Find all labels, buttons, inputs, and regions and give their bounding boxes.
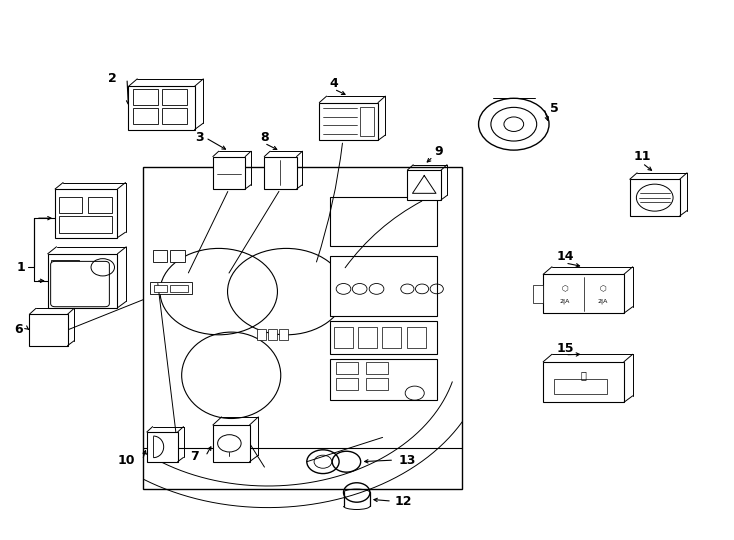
Bar: [170, 250, 185, 262]
Bar: [336, 378, 358, 390]
Bar: [319, 103, 378, 140]
Bar: [330, 256, 437, 316]
Bar: [133, 108, 158, 124]
Bar: [330, 359, 437, 400]
Bar: [88, 197, 112, 213]
Bar: [162, 89, 187, 105]
Bar: [630, 179, 680, 216]
Bar: [153, 250, 167, 262]
Text: ⬡: ⬡: [562, 285, 568, 294]
Bar: [55, 189, 117, 238]
Bar: [48, 254, 117, 308]
Bar: [366, 378, 388, 390]
Bar: [128, 86, 195, 130]
Bar: [407, 327, 426, 348]
Text: 2|A: 2|A: [597, 299, 608, 304]
Text: 10: 10: [117, 454, 135, 467]
Text: 8: 8: [260, 131, 269, 144]
Text: 5: 5: [550, 102, 559, 114]
Text: 12: 12: [395, 495, 413, 508]
Bar: [533, 285, 543, 303]
Bar: [358, 327, 377, 348]
Text: 4: 4: [330, 77, 338, 90]
Bar: [29, 314, 68, 346]
Text: 13: 13: [399, 454, 416, 467]
Bar: [554, 379, 606, 394]
Bar: [336, 362, 358, 374]
Bar: [360, 107, 374, 136]
Text: 2: 2: [108, 72, 117, 85]
Text: 9: 9: [435, 145, 443, 158]
Bar: [334, 327, 353, 348]
Bar: [213, 425, 250, 462]
Bar: [543, 362, 624, 402]
Bar: [150, 282, 192, 294]
Text: 14: 14: [556, 250, 574, 263]
Text: 11: 11: [633, 150, 651, 163]
Bar: [407, 170, 441, 200]
Bar: [154, 285, 167, 292]
Bar: [59, 197, 82, 213]
Bar: [543, 274, 624, 313]
FancyBboxPatch shape: [51, 261, 109, 307]
Bar: [147, 432, 178, 462]
Bar: [264, 157, 297, 189]
Bar: [382, 327, 401, 348]
Bar: [366, 362, 388, 374]
Bar: [279, 329, 288, 340]
Text: 7: 7: [190, 450, 199, 463]
Text: 2|A: 2|A: [560, 299, 570, 304]
Bar: [213, 157, 245, 189]
Text: 6: 6: [14, 323, 23, 336]
Bar: [51, 260, 79, 278]
Bar: [268, 329, 277, 340]
Text: ⦾: ⦾: [581, 370, 586, 380]
Bar: [162, 108, 187, 124]
Text: 3: 3: [195, 131, 204, 144]
Bar: [59, 216, 112, 233]
Bar: [170, 285, 188, 292]
Bar: [143, 167, 462, 489]
Bar: [133, 89, 158, 105]
Bar: [330, 197, 437, 246]
Bar: [330, 321, 437, 354]
Bar: [257, 329, 266, 340]
Text: 15: 15: [556, 342, 574, 355]
Text: ⬡: ⬡: [600, 285, 606, 294]
Text: 1: 1: [16, 261, 25, 274]
